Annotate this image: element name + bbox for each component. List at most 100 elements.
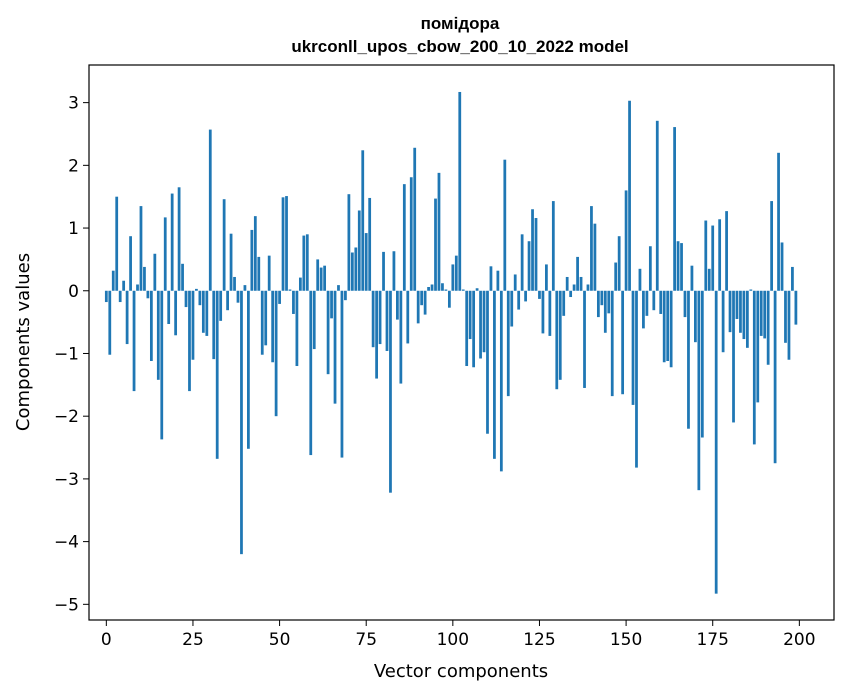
- chart-subtitle: ukrconll_upos_cbow_200_10_2022 model: [291, 37, 628, 56]
- bar: [787, 290, 791, 360]
- bar: [382, 251, 385, 291]
- x-tick-label: 150: [610, 630, 642, 650]
- y-tick-label: 2: [68, 156, 79, 176]
- bar: [149, 290, 153, 361]
- bar: [451, 264, 455, 291]
- bar: [177, 187, 181, 291]
- bar: [583, 290, 586, 388]
- bar: [628, 100, 631, 291]
- bar: [468, 290, 472, 340]
- bar: [596, 290, 600, 318]
- bar: [565, 276, 569, 291]
- bar: [745, 290, 749, 348]
- bar: [642, 290, 645, 329]
- bar: [337, 285, 340, 291]
- bar: [205, 290, 209, 336]
- bar: [219, 290, 223, 321]
- bar: [662, 290, 666, 363]
- bar: [714, 290, 718, 594]
- bar: [399, 290, 403, 384]
- bar: [406, 290, 410, 344]
- bar: [572, 284, 576, 291]
- bar: [700, 290, 704, 438]
- bar: [499, 290, 503, 472]
- bar: [458, 91, 462, 291]
- bar: [569, 290, 573, 298]
- bar: [735, 290, 739, 319]
- bar: [330, 290, 333, 319]
- bar: [316, 259, 320, 291]
- bar: [361, 150, 365, 291]
- bar: [427, 287, 430, 291]
- bars-group: [104, 91, 798, 594]
- bar: [461, 289, 465, 291]
- bar: [770, 201, 774, 291]
- bar: [222, 199, 226, 291]
- bar: [347, 194, 351, 291]
- x-tick-label: 0: [101, 630, 112, 650]
- bar: [108, 290, 112, 355]
- bar: [298, 277, 302, 291]
- bar: [482, 290, 486, 353]
- bar: [524, 290, 527, 302]
- bar: [506, 290, 510, 397]
- bar: [104, 290, 108, 303]
- bar: [603, 290, 607, 333]
- bar: [676, 241, 680, 291]
- y-axis: 3 2 1 0 −1 −2 −3 −4 −5: [54, 94, 89, 615]
- bar: [371, 290, 375, 348]
- bar: [465, 290, 469, 367]
- bar: [375, 290, 378, 379]
- bar: [784, 290, 787, 343]
- bar: [486, 290, 489, 434]
- bar: [264, 290, 268, 346]
- bar: [659, 290, 663, 314]
- bar: [607, 290, 611, 314]
- bar: [759, 290, 763, 336]
- bar: [645, 290, 649, 316]
- bar: [517, 290, 521, 310]
- bar: [326, 290, 330, 375]
- bar: [357, 210, 361, 291]
- bar: [680, 243, 683, 291]
- bar: [143, 266, 146, 291]
- bar: [600, 290, 604, 306]
- bar: [125, 290, 129, 345]
- bar: [295, 290, 299, 367]
- bar: [368, 197, 372, 291]
- bar: [344, 290, 347, 301]
- bar: [444, 289, 448, 291]
- bar: [160, 290, 164, 440]
- bar: [392, 251, 396, 291]
- bar: [763, 290, 767, 339]
- bar: [586, 284, 590, 291]
- bar: [170, 193, 174, 291]
- bar: [319, 267, 323, 291]
- bar: [247, 290, 250, 449]
- bar: [340, 290, 344, 458]
- bar: [364, 233, 368, 291]
- bar: [312, 290, 316, 350]
- bar: [278, 290, 281, 304]
- bar: [198, 290, 202, 306]
- x-axis: 0 25 50 75 100 125 150 175 200: [101, 620, 816, 650]
- bar: [531, 209, 534, 291]
- bar: [136, 284, 139, 291]
- bar: [694, 290, 697, 343]
- bar: [545, 264, 548, 291]
- bar: [274, 290, 278, 417]
- bar: [732, 290, 735, 423]
- y-tick-label: −4: [54, 533, 79, 553]
- x-tick-label: 100: [437, 630, 469, 650]
- bar: [167, 290, 171, 324]
- chart-title: помідора: [421, 14, 500, 33]
- bar: [163, 217, 167, 291]
- bar: [271, 290, 275, 363]
- bar: [257, 256, 261, 291]
- y-tick-label: −5: [54, 595, 79, 615]
- bar: [396, 290, 399, 320]
- bar: [638, 268, 642, 291]
- bar: [118, 290, 122, 303]
- bar: [309, 290, 313, 456]
